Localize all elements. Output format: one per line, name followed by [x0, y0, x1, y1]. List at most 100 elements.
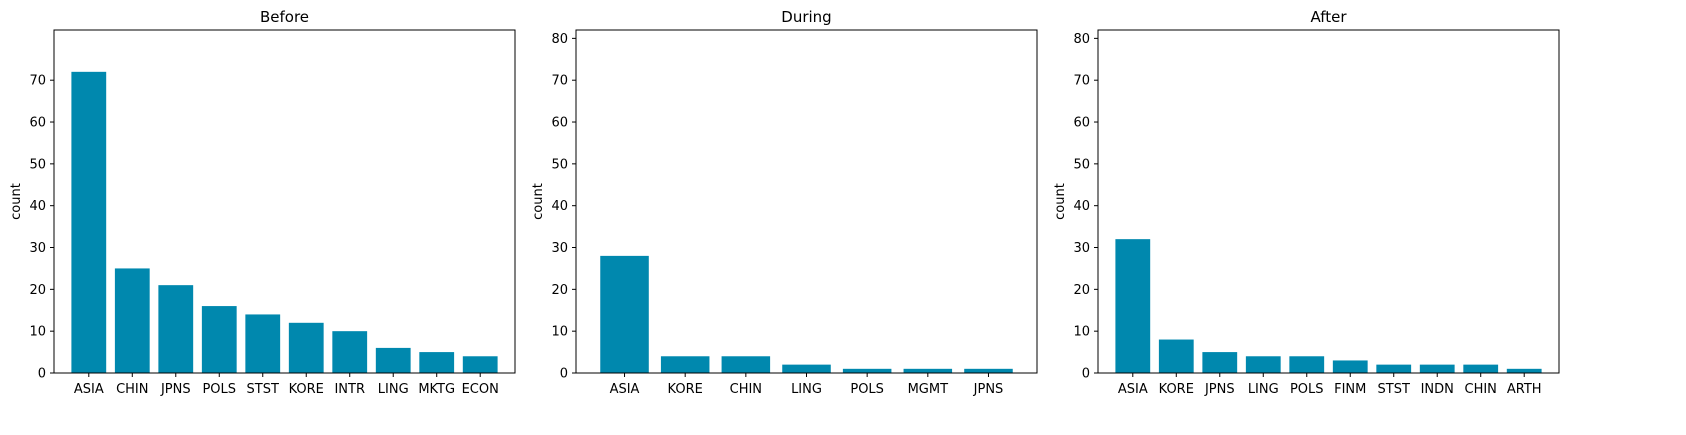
y-ticks: 0 10 20 30 40 50 60 70 80 — [551, 32, 576, 382]
y-tick-label: 30 — [1073, 241, 1090, 256]
bar-chin — [1463, 364, 1499, 373]
bar-ling — [1245, 356, 1281, 373]
bar-chin — [114, 268, 150, 373]
bar-arth — [1506, 368, 1542, 373]
bar-chin — [721, 356, 771, 373]
bar-finm — [1332, 360, 1368, 373]
bar-asia — [1115, 239, 1151, 373]
bar-asia — [600, 255, 649, 373]
y-tick-label: 60 — [551, 116, 568, 131]
y-tick-label: 80 — [1073, 32, 1090, 47]
y-tick-label: 80 — [551, 32, 568, 47]
x-tick-label: ECON — [462, 382, 499, 397]
bar-ling — [375, 347, 411, 373]
after-panel: 0 10 20 30 40 50 60 70 80 ASIA KORE JPNS LING POLS FI… — [1053, 8, 1560, 397]
bar-jpns — [158, 285, 194, 373]
x-tick-label: INTR — [334, 382, 365, 397]
y-axis-label: count — [9, 183, 24, 220]
x-ticks: ASIA KORE CHIN LING POLS MGMT JPNS — [610, 373, 1004, 397]
x-tick-label: LING — [1248, 382, 1279, 397]
axes-frame — [53, 29, 516, 374]
y-tick-label: 50 — [29, 157, 46, 172]
bar-intr — [332, 331, 368, 373]
y-tick-label: 20 — [551, 283, 568, 298]
y-tick-label: 50 — [1073, 157, 1090, 172]
y-tick-label: 10 — [551, 325, 568, 340]
x-tick-label: CHIN — [1465, 382, 1497, 397]
bar-stst — [245, 314, 281, 373]
y-tick-label: 20 — [29, 283, 46, 298]
x-tick-label: JPNS — [973, 382, 1004, 397]
bars — [71, 71, 498, 373]
plot-area — [576, 30, 1037, 373]
bar-pols — [1289, 356, 1325, 373]
x-tick-label: KORE — [289, 382, 324, 397]
bar-stst — [1376, 364, 1412, 373]
bar-indn — [1419, 364, 1455, 373]
bar-mgmt — [903, 368, 953, 373]
bar-jpns — [1202, 352, 1238, 373]
x-tick-label: STST — [1378, 382, 1410, 397]
x-tick-label: ASIA — [610, 382, 640, 397]
chart-title: Before — [260, 8, 309, 26]
y-tick-label: 0 — [38, 367, 46, 382]
bar-pols — [201, 306, 237, 373]
x-tick-label: POLS — [1290, 382, 1324, 397]
y-tick-label: 70 — [1073, 74, 1090, 89]
x-tick-label: MKTG — [418, 382, 455, 397]
y-tick-label: 40 — [551, 199, 568, 214]
axes-frame — [1097, 29, 1560, 374]
chart-title: During — [781, 8, 831, 26]
y-tick-label: 50 — [551, 157, 568, 172]
x-tick-label: LING — [378, 382, 409, 397]
y-tick-label: 60 — [29, 116, 46, 131]
bar-asia — [71, 71, 107, 373]
x-tick-label: FINM — [1334, 382, 1366, 397]
y-tick-label: 0 — [1082, 367, 1090, 382]
bars — [1115, 239, 1542, 373]
x-tick-label: MGMT — [908, 382, 949, 397]
x-tick-label: CHIN — [730, 382, 762, 397]
bars — [600, 255, 1013, 373]
x-tick-label: POLS — [850, 382, 884, 397]
y-tick-label: 10 — [29, 325, 46, 340]
x-tick-label: KORE — [1159, 382, 1194, 397]
y-tick-label: 30 — [29, 241, 46, 256]
y-ticks: 0 10 20 30 40 50 60 70 — [29, 74, 54, 382]
x-tick-label: JPNS — [1204, 382, 1235, 397]
y-axis-label: count — [531, 183, 546, 220]
x-tick-label: POLS — [202, 382, 236, 397]
y-tick-label: 70 — [29, 74, 46, 89]
y-tick-label: 70 — [551, 74, 568, 89]
plot-area — [1098, 30, 1559, 373]
y-tick-label: 40 — [29, 199, 46, 214]
bar-econ — [462, 356, 498, 373]
y-tick-label: 40 — [1073, 199, 1090, 214]
before-panel: 0 10 20 30 40 50 60 70 ASIA CHIN JPNS POLS STST KORE… — [9, 8, 516, 397]
x-ticks: ASIA CHIN JPNS POLS STST KORE INTR LING MKTG ECON — [74, 373, 499, 397]
x-tick-label: STST — [247, 382, 279, 397]
bar-kore — [660, 356, 710, 373]
chart-title: After — [1310, 8, 1347, 26]
bar-jpns — [964, 368, 1013, 373]
bar-pols — [842, 368, 892, 373]
bar-ling — [782, 364, 831, 373]
during-panel: 0 10 20 30 40 50 60 70 80 ASIA KORE CHIN LING POLS MG… — [531, 8, 1038, 397]
x-tick-label: JPNS — [160, 382, 191, 397]
y-tick-label: 30 — [551, 241, 568, 256]
y-tick-label: 60 — [1073, 116, 1090, 131]
x-tick-label: INDN — [1421, 382, 1454, 397]
y-ticks: 0 10 20 30 40 50 60 70 80 — [1073, 32, 1098, 382]
x-ticks: ASIA KORE JPNS LING POLS FINM STST INDN CHIN ARTH — [1118, 373, 1542, 397]
bar-kore — [288, 322, 324, 373]
x-tick-label: ASIA — [74, 382, 104, 397]
y-tick-label: 10 — [1073, 325, 1090, 340]
y-tick-label: 20 — [1073, 283, 1090, 298]
x-tick-label: ARTH — [1507, 382, 1542, 397]
bar-kore — [1158, 339, 1194, 373]
y-tick-label: 0 — [560, 367, 568, 382]
x-tick-label: LING — [791, 382, 822, 397]
axes-frame — [575, 29, 1038, 374]
x-tick-label: KORE — [668, 382, 703, 397]
